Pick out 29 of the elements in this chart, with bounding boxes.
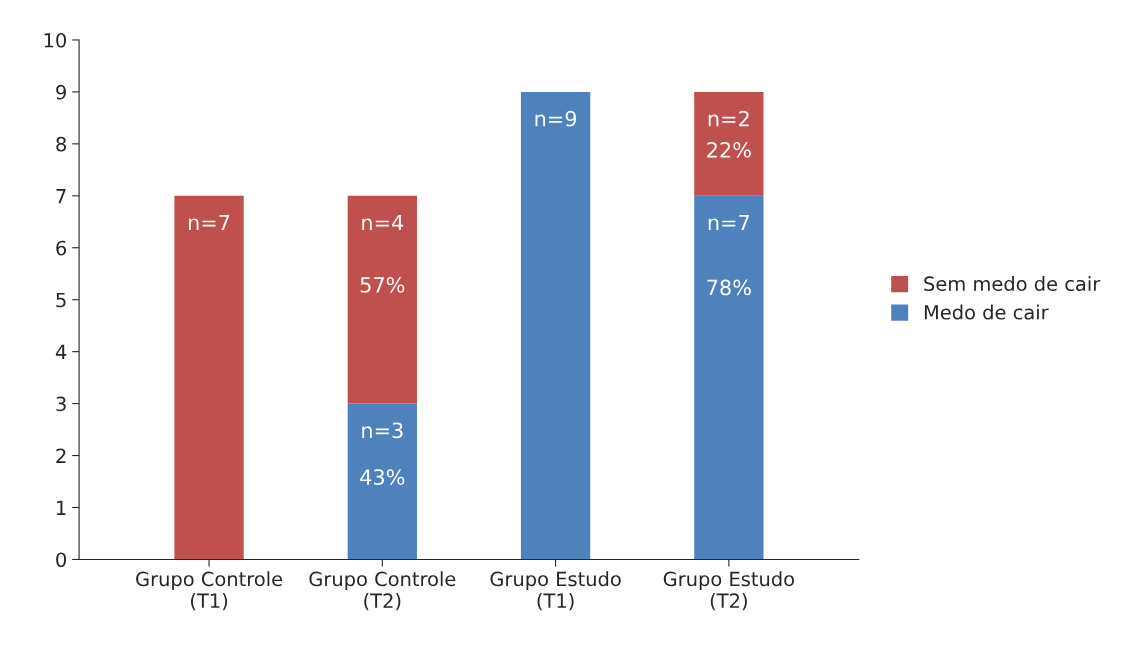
bar [694,195,764,560]
y-tick-label: 3 [56,396,66,412]
bar [174,195,244,560]
data-label: n=9 [535,110,577,127]
bar [347,403,417,560]
bar [694,91,764,196]
legend-label: Medo de cair [924,304,1049,320]
data-label: n=2 22% [707,110,751,158]
text: n=7 78% [707,214,751,296]
y-tick-label: 9 [56,84,66,100]
x-tick-label: Grupo Estudo (T2) [663,571,794,611]
y-tick-label: 2 [56,448,66,463]
legend-label: Sem medo de cair [924,276,1101,292]
y-tick-label: 10 [44,32,66,48]
x-tick-label: Grupo Controle (T2) [309,571,456,611]
bar [520,91,591,560]
bar [347,195,417,404]
data-label: n=7 [188,214,230,231]
text: n=3 43% [360,422,405,485]
x-tick-label: Grupo Controle (T1) [136,571,283,611]
text: n=4 57% [360,214,405,293]
y-tick-label: 8 [56,136,66,152]
y-tick-label: 0 [56,552,66,568]
y-tick-label: 4 [55,344,67,360]
y-tick-label: 6 [56,240,67,256]
y-tick-label: 7 [56,189,66,204]
y-tick-label: 5 [56,292,66,308]
x-tick-label: Grupo Estudo (T1) [490,571,621,611]
y-tick-label: 1 [57,500,66,515]
